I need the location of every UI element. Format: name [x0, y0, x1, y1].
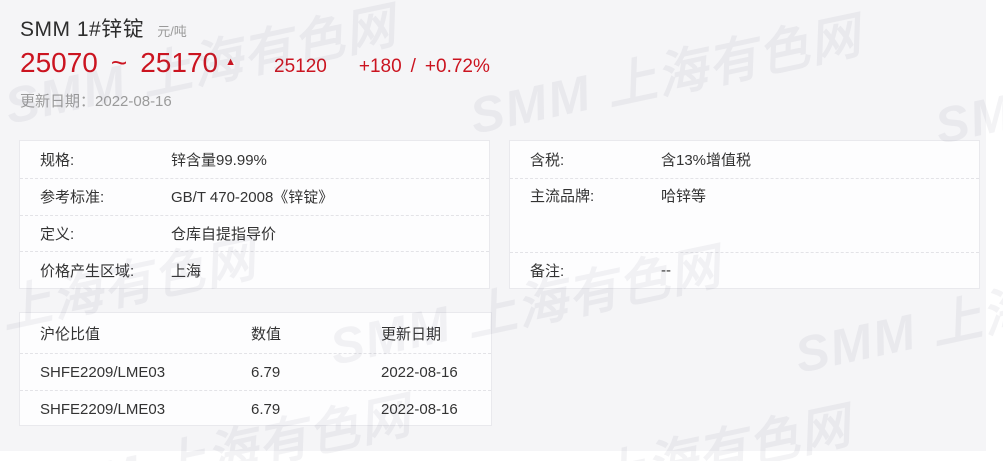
- main-brand-row: 主流品牌: 哈锌等: [510, 178, 979, 252]
- reference-standard-label: 参考标准:: [40, 189, 105, 207]
- price-change: +180 / +0.72%: [359, 56, 490, 78]
- definition-value: 仓库自提指导价: [171, 225, 277, 243]
- definition-label: 定义:: [40, 225, 75, 243]
- main-brand-label: 主流品牌:: [530, 188, 595, 205]
- price-range: 25070 ~ 25170: [20, 47, 218, 79]
- tax-row: 含税: 含13%增值税: [510, 141, 979, 178]
- remark-value: --: [661, 262, 671, 279]
- remark-row: 备注: --: [510, 252, 979, 288]
- ratio-date: 2022-08-16: [381, 363, 458, 381]
- update-date-value: 2022-08-16: [95, 93, 172, 110]
- header: SMM 1#锌锭 元/吨: [20, 13, 187, 43]
- price-change-absolute: +180: [358, 56, 402, 77]
- ratio-header-name: 沪伦比值: [40, 325, 101, 343]
- tax-label: 含税:: [530, 152, 565, 169]
- price-change-percent: +0.72%: [424, 56, 490, 77]
- price-low: 25070: [20, 47, 98, 78]
- price-row: 25070 ~ 25170 ▲ 25120 +180 / +0.72%: [20, 47, 490, 79]
- ratio-value: 6.79: [251, 363, 281, 381]
- table-row: SHFE2209/LME03 6.79 2022-08-16: [20, 390, 491, 427]
- reference-standard-row: 参考标准: GB/T 470-2008《锌锭》: [20, 177, 489, 215]
- spec-label: 规格:: [40, 151, 75, 169]
- reference-standard-value: GB/T 470-2008《锌锭》: [171, 189, 334, 207]
- ratio-header-date: 更新日期: [381, 325, 442, 343]
- definition-row: 定义: 仓库自提指导价: [20, 214, 489, 252]
- spec-info-box: 规格: 锌含量99.99% 参考标准: GB/T 470-2008《锌锭》 定义…: [19, 140, 490, 289]
- tax-info-box: 含税: 含13%增值税 主流品牌: 哈锌等 备注: --: [509, 140, 980, 289]
- price-up-icon: ▲: [225, 56, 236, 68]
- main-brand-value: 哈锌等: [661, 188, 707, 205]
- shfe-lme-ratio-table: 沪伦比值 数值 更新日期 SHFE2209/LME03 6.79 2022-08…: [19, 312, 492, 426]
- spec-row: 规格: 锌含量99.99%: [20, 141, 489, 178]
- ratio-date: 2022-08-16: [381, 400, 458, 418]
- remark-label: 备注:: [530, 263, 565, 280]
- content-panel: SMM 1#锌锭 元/吨 25070 ~ 25170 ▲ 25120 +180 …: [19, 13, 980, 426]
- price-region-label: 价格产生区域:: [40, 262, 135, 280]
- spec-value: 锌含量99.99%: [171, 151, 267, 169]
- update-date-row: 更新日期：2022-08-16: [20, 90, 172, 111]
- table-row: SHFE2209/LME03 6.79 2022-08-16: [20, 353, 491, 390]
- tax-value: 含13%增值税: [661, 152, 752, 169]
- price-region-row: 价格产生区域: 上海: [20, 251, 489, 288]
- price-region-value: 上海: [171, 262, 202, 280]
- ratio-table-header: 沪伦比值 数值 更新日期: [20, 313, 491, 353]
- ratio-contract: SHFE2209/LME03: [40, 363, 166, 381]
- ratio-contract: SHFE2209/LME03: [40, 400, 166, 418]
- ratio-value: 6.79: [251, 400, 281, 418]
- ratio-header-value: 数值: [251, 325, 282, 343]
- price-high: 25170: [140, 47, 219, 78]
- price-unit: 元/吨: [157, 24, 187, 39]
- price-average: 25120: [274, 56, 327, 77]
- update-date-label: 更新日期：: [20, 93, 96, 110]
- price-range-tilde: ~: [110, 47, 128, 78]
- price-change-separator: /: [410, 56, 416, 77]
- page-title: SMM 1#锌锭: [20, 18, 145, 41]
